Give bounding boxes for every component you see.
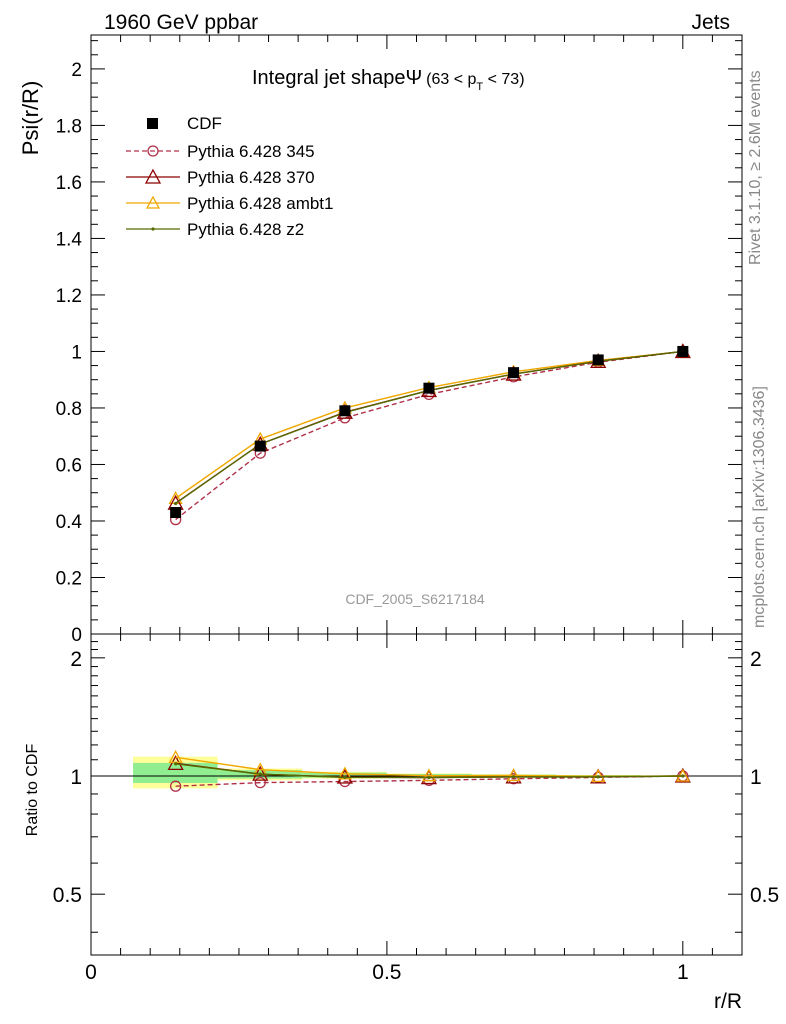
ratio-y-tick-label-right: 0.5 [750,884,779,907]
ratio-y-tick-label: 2 [70,648,82,671]
legend-entry-cdf: CDF [147,114,222,133]
main-y-tick-label: 1.6 [56,173,82,194]
ratio-point-z2 [681,774,685,778]
x-tick-label: 0 [85,961,97,984]
legend-entry-370: Pythia 6.428 370 [126,168,315,187]
main-line-ambt1 [175,350,683,499]
title-main: Integral jet shape [252,67,405,89]
band-inner [302,772,387,778]
main-point-cdf [592,354,604,366]
ratio-panel: 0.5 0.51 12 2 0 0.5 1 Ratio to CDF r/R [24,633,779,1013]
ratio-panel-frame [90,633,743,956]
main-point-cdf [677,345,689,357]
main-y-tick-label: 0.6 [56,455,82,476]
ratio-point-370 [336,768,353,784]
ratio-series [167,749,691,792]
ratio-point-z2 [174,762,178,766]
legend-label-370: Pythia 6.428 370 [187,168,315,187]
ratio-y-tick-label: 0.5 [53,884,82,907]
ratio-point-ambt1 [506,768,521,782]
x-tick-label: 0.5 [372,961,401,984]
title-range-pre: (63 < p [426,71,476,88]
ratio-point-345 [254,776,266,789]
main-y-tick-label: 0.8 [56,399,82,420]
main-y-tick-label: 1.8 [56,116,82,137]
main-point-cdf [170,507,182,519]
main-y-tick-label: 0.4 [56,512,83,533]
main-series [167,343,691,526]
title-symbol: Ψ [405,67,422,89]
main-point-cdf [508,367,520,379]
legend-label-z2: Pythia 6.428 z2 [187,220,304,239]
x-axis-label: r/R [714,990,742,1013]
main-x-ticks [90,35,743,634]
ratio-y-tick-label-right: 1 [750,766,762,789]
side-text-top: Rivet 3.1.10, ≥ 2.6M events [747,70,764,265]
legend-marker-z2 [151,227,155,231]
ratio-point-ambt1 [591,768,606,782]
main-point-cdf [339,405,351,417]
ratio-line-345 [175,775,683,787]
main-y-tick-label: 0 [71,625,82,646]
ratio-y-axis: 0.5 0.5 1 1 2 2 [53,641,779,933]
legend-entry-ambt1: Pythia 6.428 ambt1 [126,194,333,213]
ratio-point-z2 [343,775,347,779]
legend-label-345: Pythia 6.428 345 [187,142,315,161]
header-left: 1960 GeV ppbar [104,11,258,34]
title-range-post: < 73) [483,71,524,88]
main-y-axis: 0 0.2 0.4 0.6 0.8 1 1.2 1.4 1.6 1.8 2 [56,40,742,646]
legend-marker-345 [147,145,159,157]
main-chart-title: Integral jet shapeΨ (63 < pT < 73) [252,67,525,93]
ratio-y-tick-label-right: 2 [750,648,762,671]
legend-entry-345: Pythia 6.428 345 [126,142,315,161]
main-y-tick-label: 1.4 [56,229,83,250]
legend: CDF Pythia 6.428 345 Pythia 6.428 370 Py… [126,114,333,239]
main-line-370 [175,350,683,504]
main-y-tick-label: 2 [71,60,82,81]
main-y-tick-label: 1.2 [56,286,82,307]
legend-label-ambt1: Pythia 6.428 ambt1 [187,194,333,213]
ratio-y-axis-label: Ratio to CDF [24,744,41,837]
band-inner [133,762,218,783]
main-point-cdf [423,382,435,394]
ratio-point-z2 [511,775,516,779]
main-y-axis-label: Psi(r/R) [18,81,43,156]
ratio-point-ambt1 [421,768,437,782]
ratio-y-tick-label: 1 [70,766,82,789]
header-right: Jets [691,11,730,34]
ratio-point-345 [169,780,182,792]
main-line-z2 [175,350,683,505]
ratio-point-z2 [427,775,431,780]
legend-label-cdf: CDF [187,114,222,133]
legend-marker-370 [144,168,162,184]
side-text-bottom: mcplots.cern.ch [arXiv:1306.3436] [751,386,768,628]
legend-marker-cdf [147,118,158,129]
legend-marker-ambt1 [145,195,161,209]
analysis-watermark: CDF_2005_S6217184 [345,591,485,607]
main-point-z2 [174,501,178,506]
title-range-sub: T [476,81,483,93]
main-y-tick-label: 0.2 [56,568,82,589]
ratio-point-z2 [258,772,262,776]
ratio-x-axis: 0 0.5 1 [85,634,743,984]
main-point-cdf [254,440,266,452]
main-line-345 [175,350,683,521]
x-tick-label: 1 [677,961,689,984]
main-panel: 0 0.2 0.4 0.6 0.8 1 1.2 1.4 1.6 1.8 2 Psi(r/R) Int… [18,34,743,646]
ratio-point-z2 [596,775,600,779]
main-y-tick-label: 1 [71,342,82,363]
legend-entry-z2: Pythia 6.428 z2 [126,220,304,239]
